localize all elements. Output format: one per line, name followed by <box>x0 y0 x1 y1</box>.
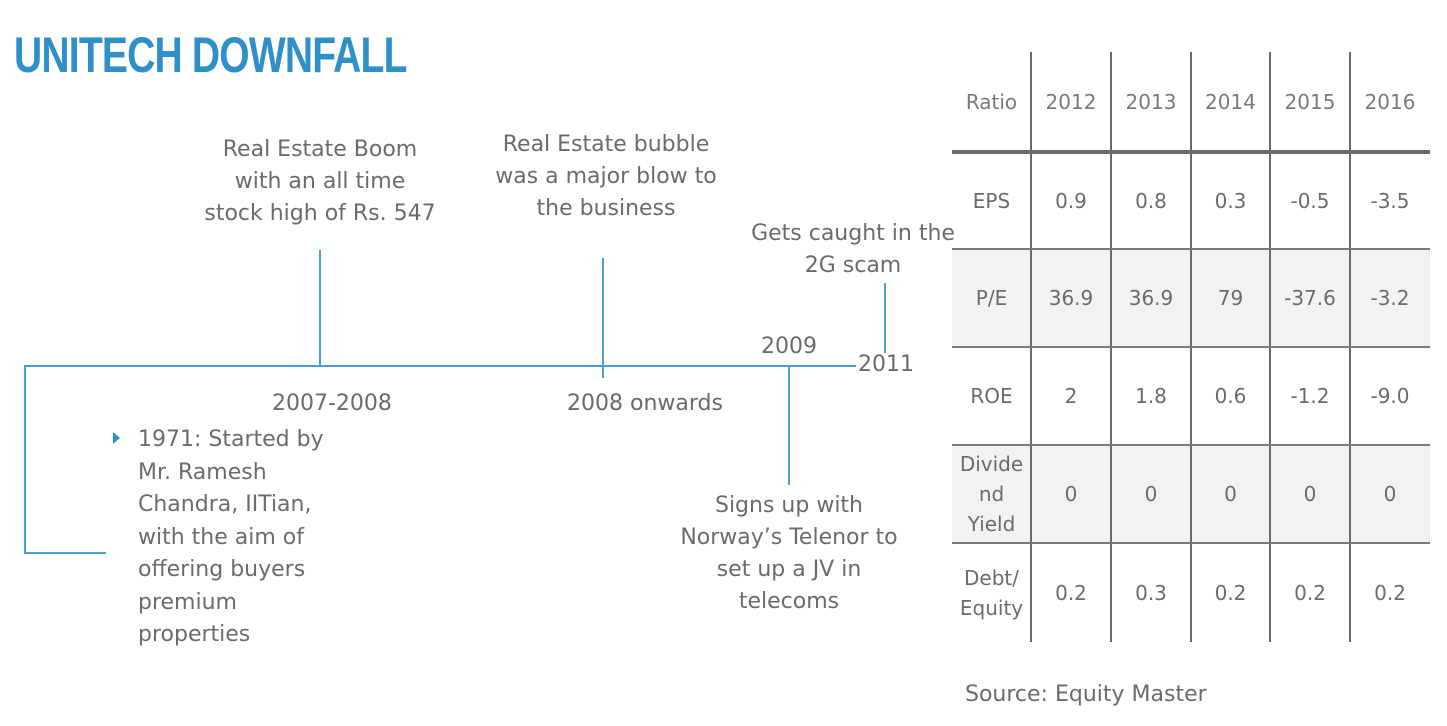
ratio-table: Ratio 2012 2013 2014 2015 2016 EPS 0.9 0… <box>952 52 1430 642</box>
table-cell: 36.9 <box>1048 286 1094 310</box>
table-cell: -1.2 <box>1290 384 1330 408</box>
event-telenor-jv: Signs up with Norway’s Telenor to set up… <box>680 493 898 614</box>
header-cell: 2013 <box>1125 90 1177 114</box>
table-divider <box>952 248 1430 250</box>
table-cell: 0.9 <box>1055 188 1087 213</box>
bullet-triangle-icon <box>113 432 120 444</box>
header-cell: Ratio <box>965 90 1018 114</box>
row-label: EPS <box>972 188 1011 213</box>
page-title: UNITECH DOWNFALL <box>14 27 407 83</box>
row-label: Divide nd Yield <box>959 452 1024 536</box>
table-divider <box>952 444 1430 446</box>
header-cell: 2012 <box>1045 90 1097 114</box>
table-cell: 0 <box>1064 482 1078 506</box>
table-cell: 1.8 <box>1135 384 1167 408</box>
event-2g-scam: Gets caught in the 2G scam <box>751 221 955 278</box>
header-cell: 2015 <box>1284 90 1336 114</box>
row-label: P/E <box>975 286 1008 310</box>
table-cell: 0 <box>1144 482 1158 506</box>
table-cell: 0 <box>1383 482 1397 506</box>
table-cell: 0.2 <box>1374 580 1406 605</box>
table-cell: 0.2 <box>1294 580 1326 605</box>
table-cell: -3.2 <box>1370 286 1410 310</box>
table-cell: 0.2 <box>1214 580 1247 605</box>
connector-2011 <box>884 283 886 353</box>
table-row: EPS 0.9 0.8 0.3 -0.5 -3.5 <box>952 152 1430 249</box>
table-header-row: Ratio 2012 2013 2014 2015 2016 <box>952 52 1430 152</box>
table-cell: -0.5 <box>1290 188 1330 213</box>
table-cell: 0.3 <box>1214 188 1247 213</box>
connector-2007 <box>319 250 321 367</box>
date-2008-onwards: 2008 onwards <box>567 391 723 416</box>
connector-2008 <box>602 258 604 378</box>
table-header-divider <box>952 150 1430 154</box>
table-row: Debt/ Equity 0.2 0.3 0.2 0.2 0.2 <box>952 543 1430 642</box>
date-2007-2008: 2007-2008 <box>272 391 392 416</box>
source-note: Source: Equity Master <box>965 682 1207 707</box>
table-cell: 0 <box>1303 482 1317 506</box>
table-cell: 0.3 <box>1135 580 1167 605</box>
header-cell: 2016 <box>1364 90 1416 114</box>
table-cell: 2 <box>1064 384 1078 408</box>
header-cell: 2014 <box>1205 90 1256 114</box>
table-divider <box>952 542 1430 544</box>
start-bullet-text: 1971: Started by Mr. Ramesh Chandra, IIT… <box>138 427 324 647</box>
row-label: Debt/ Equity <box>959 565 1024 620</box>
table-cell: 0.8 <box>1135 188 1167 213</box>
event-real-estate-bubble: Real Estate bubble was a major blow to t… <box>495 132 717 221</box>
table-cell: 79 <box>1217 286 1244 310</box>
table-row: ROE 2 1.8 0.6 -1.2 -9.0 <box>952 347 1430 445</box>
timeline-start-vertical <box>24 365 26 554</box>
event-real-estate-boom: Real Estate Boom with an all time stock … <box>204 137 436 226</box>
timeline-start-bottom <box>24 552 106 554</box>
table-cell: -37.6 <box>1284 286 1336 310</box>
table-cell: 36.9 <box>1128 286 1174 310</box>
table-cell: 0.2 <box>1055 580 1087 605</box>
timeline-main-line <box>24 365 856 367</box>
table-cell: 0 <box>1224 482 1237 506</box>
table-cell: -3.5 <box>1370 188 1410 213</box>
row-label: ROE <box>970 384 1013 408</box>
table-cell: -9.0 <box>1370 384 1410 408</box>
connector-2009 <box>788 366 790 485</box>
date-2011: 2011 <box>858 352 914 377</box>
table-divider <box>952 346 1430 348</box>
table-cell: 0.6 <box>1214 384 1247 408</box>
date-2009: 2009 <box>761 334 817 359</box>
